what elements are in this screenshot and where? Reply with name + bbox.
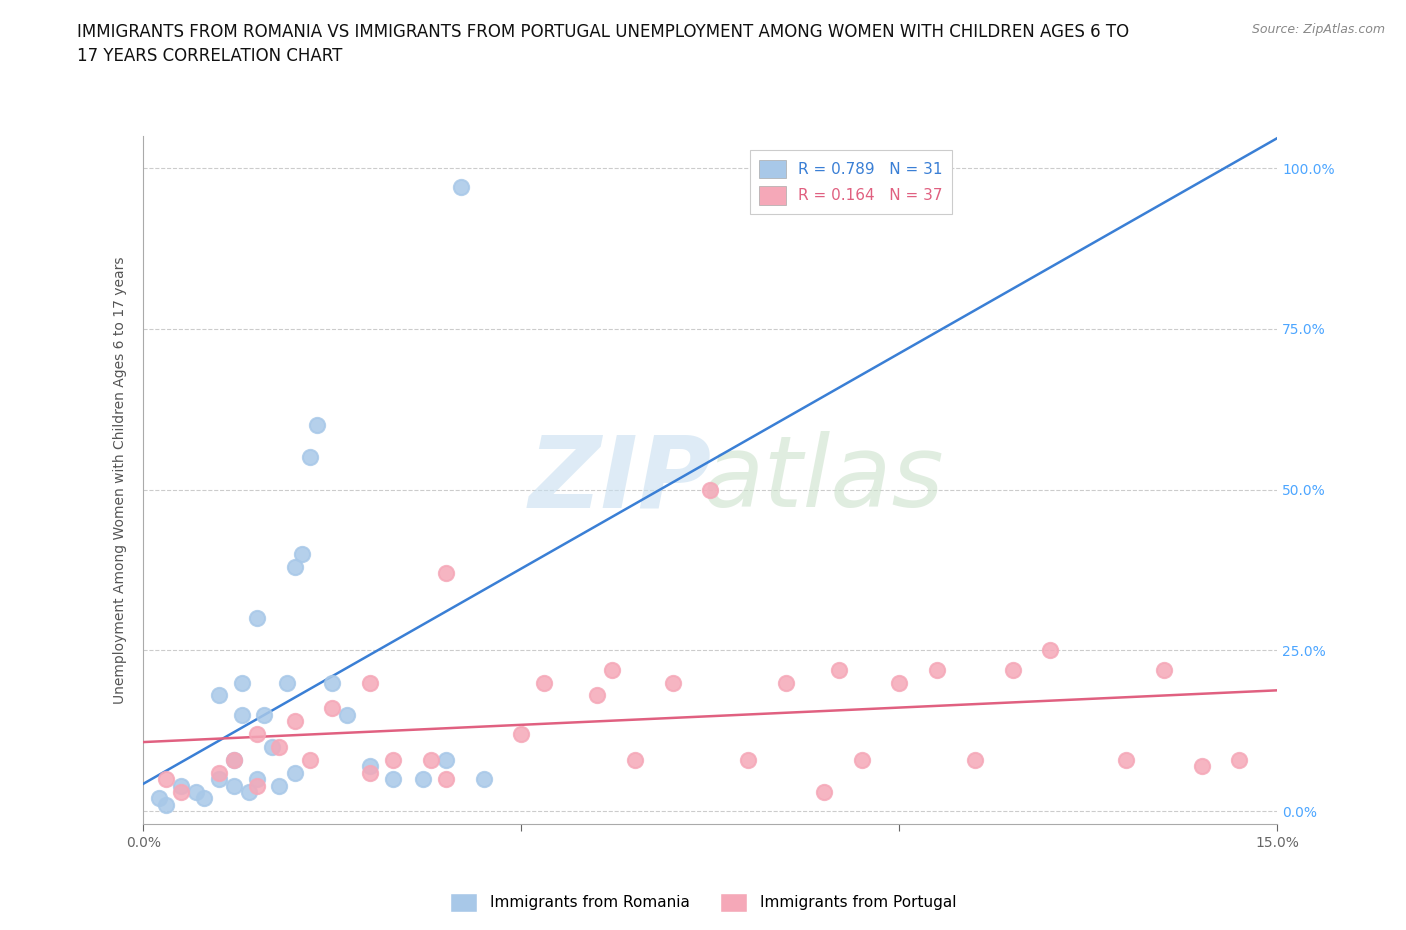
Point	[291, 547, 314, 562]
Point	[186, 785, 208, 800]
Point	[381, 752, 404, 767]
Point	[775, 675, 797, 690]
Point	[1115, 752, 1137, 767]
Point	[284, 765, 307, 780]
Y-axis label: Unemployment Among Women with Children Ages 6 to 17 years: Unemployment Among Women with Children A…	[114, 257, 128, 704]
Point	[155, 772, 177, 787]
Point	[434, 772, 457, 787]
Point	[208, 772, 231, 787]
Point	[246, 778, 269, 793]
Point	[253, 708, 276, 723]
Point	[231, 675, 253, 690]
Text: Source: ZipAtlas.com: Source: ZipAtlas.com	[1251, 23, 1385, 36]
Point	[600, 662, 623, 677]
Point	[321, 675, 343, 690]
Point	[284, 713, 307, 728]
Point	[238, 785, 260, 800]
Point	[661, 675, 683, 690]
Point	[269, 739, 291, 754]
Text: atlas: atlas	[703, 432, 945, 528]
Point	[412, 772, 434, 787]
Point	[889, 675, 911, 690]
Point	[1191, 759, 1213, 774]
Point	[1153, 662, 1175, 677]
Point	[336, 708, 359, 723]
Point	[450, 179, 472, 194]
Point	[737, 752, 759, 767]
Point	[321, 701, 343, 716]
Point	[359, 675, 381, 690]
Point	[828, 662, 851, 677]
Point	[246, 772, 269, 787]
Point	[208, 765, 231, 780]
Point	[510, 726, 533, 741]
Point	[170, 785, 193, 800]
Point	[224, 778, 246, 793]
Point	[851, 752, 873, 767]
Point	[170, 778, 193, 793]
Point	[1229, 752, 1251, 767]
Point	[699, 482, 721, 497]
Point	[284, 559, 307, 574]
Point	[231, 708, 253, 723]
Point	[155, 797, 177, 812]
Point	[434, 565, 457, 580]
Point	[298, 450, 321, 465]
Point	[472, 772, 495, 787]
Text: IMMIGRANTS FROM ROMANIA VS IMMIGRANTS FROM PORTUGAL UNEMPLOYMENT AMONG WOMEN WIT: IMMIGRANTS FROM ROMANIA VS IMMIGRANTS FR…	[77, 23, 1129, 65]
Legend: R = 0.789   N = 31, R = 0.164   N = 37: R = 0.789 N = 31, R = 0.164 N = 37	[749, 151, 952, 214]
Point	[1001, 662, 1024, 677]
Point	[623, 752, 645, 767]
Point	[276, 675, 298, 690]
Legend: Immigrants from Romania, Immigrants from Portugal: Immigrants from Romania, Immigrants from…	[444, 887, 962, 918]
Point	[269, 778, 291, 793]
Point	[1039, 643, 1062, 658]
Point	[963, 752, 986, 767]
Point	[434, 752, 457, 767]
Point	[246, 726, 269, 741]
Text: ZIP: ZIP	[529, 432, 711, 528]
Point	[307, 418, 329, 432]
Point	[419, 752, 441, 767]
Point	[148, 790, 170, 805]
Point	[208, 688, 231, 703]
Point	[193, 790, 215, 805]
Point	[224, 752, 246, 767]
Point	[260, 739, 283, 754]
Point	[246, 611, 269, 626]
Point	[298, 752, 321, 767]
Point	[813, 785, 835, 800]
Point	[586, 688, 609, 703]
Point	[927, 662, 949, 677]
Point	[359, 765, 381, 780]
Point	[359, 759, 381, 774]
Point	[381, 772, 404, 787]
Point	[533, 675, 555, 690]
Point	[224, 752, 246, 767]
